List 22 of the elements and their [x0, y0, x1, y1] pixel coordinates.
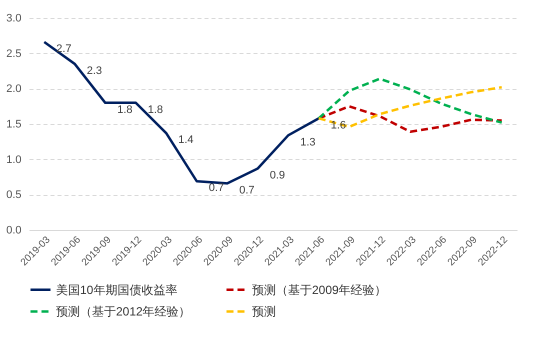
- y-tick-label: 0.0: [6, 224, 22, 236]
- data-label: 1.3: [300, 136, 316, 148]
- data-label: 1.4: [178, 134, 194, 146]
- legend-label: 预测: [252, 304, 276, 318]
- y-tick-label: 3.0: [6, 12, 22, 24]
- data-label: 2.3: [86, 64, 102, 77]
- y-tick-label: 2.5: [6, 48, 22, 60]
- line-series: [318, 86, 503, 128]
- data-label: 0.7: [208, 182, 224, 194]
- legend-label: 预测（基于2009年经验）: [252, 282, 387, 297]
- data-label: 0.9: [270, 170, 286, 182]
- line-series: [43, 40, 320, 185]
- data-label: 1.8: [117, 104, 133, 116]
- data-label: 2.7: [56, 43, 72, 56]
- legend-label: 美国10年期国债收益率: [56, 282, 178, 297]
- y-tick-label: 1.0: [6, 154, 22, 166]
- y-tick-label: 1.5: [6, 118, 22, 130]
- y-tick-label: 0.5: [6, 189, 22, 202]
- data-label: 0.7: [239, 184, 255, 196]
- data-label: 1.8: [148, 104, 164, 116]
- legend-label: 预测（基于2012年经验）: [56, 304, 191, 318]
- y-tick-label: 2.0: [6, 83, 22, 96]
